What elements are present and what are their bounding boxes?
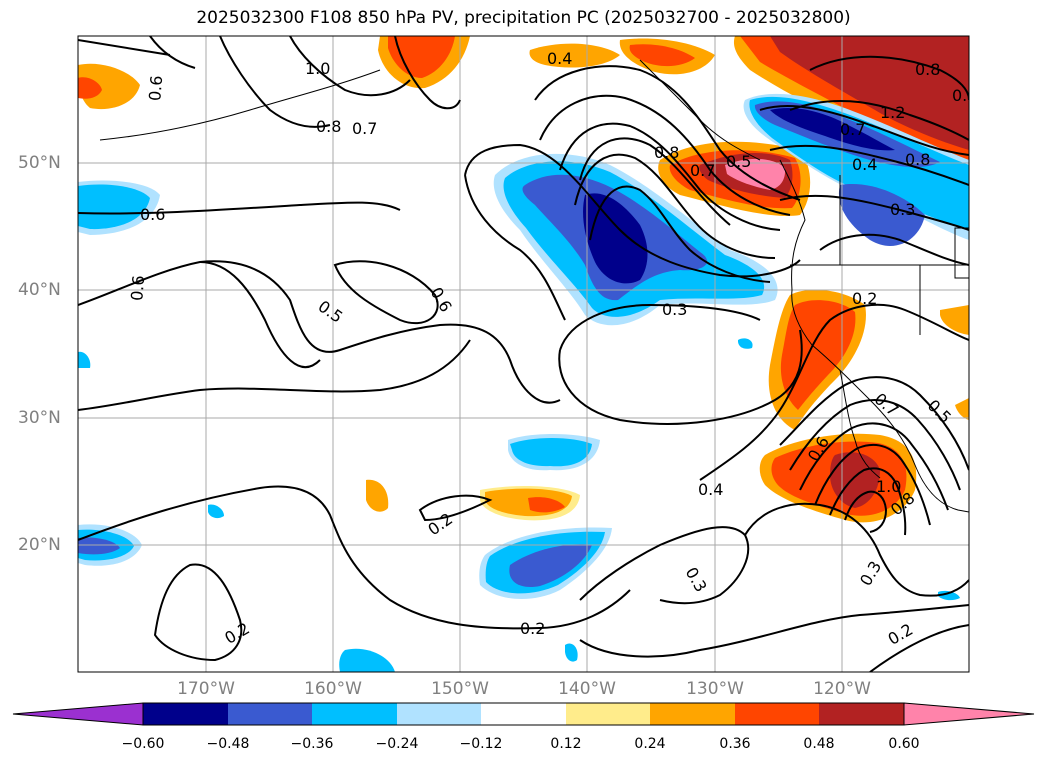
contour-label: 0.7 xyxy=(840,120,865,139)
map-frame xyxy=(77,35,970,673)
lat-label: 20°N xyxy=(18,535,61,555)
colorbar-tick-label: −0.60 xyxy=(121,736,165,752)
lat-label: 50°N xyxy=(18,153,61,173)
colorbar-tick-label: −0.36 xyxy=(290,736,334,752)
contour-label: 0.6 xyxy=(140,205,165,224)
contour-label: 0.1 xyxy=(952,86,977,105)
chart-title: 2025032300 F108 850 hPa PV, precipitatio… xyxy=(196,8,851,28)
colorbar-segment xyxy=(735,703,819,725)
colorbar-segment xyxy=(228,703,312,725)
contour-label: 0.4 xyxy=(698,480,723,499)
colorbar-segment xyxy=(650,703,735,725)
colorbar-segment xyxy=(481,703,566,725)
lon-label: 130°W xyxy=(686,679,744,699)
colorbar-segment xyxy=(312,703,397,725)
contour-label: 0.3 xyxy=(662,300,687,319)
colorbar xyxy=(12,702,1035,726)
pv-contours xyxy=(78,36,969,672)
colorbar-tick-label: 0.36 xyxy=(719,736,751,752)
contour-label: 0.8 xyxy=(654,143,679,162)
lon-label: 150°W xyxy=(431,679,489,699)
contour-label: 0.6 xyxy=(145,75,166,102)
colorbar-tick-label: −0.12 xyxy=(459,736,503,752)
colorbar-extend-min xyxy=(12,702,144,726)
colorbar-tick-label: −0.48 xyxy=(206,736,250,752)
colorbar-tick-label: −0.24 xyxy=(375,736,419,752)
lon-label: 120°W xyxy=(813,679,871,699)
contour-label: 0.6 xyxy=(127,275,148,302)
contour-label: 0.7 xyxy=(352,119,377,138)
colorbar-segment xyxy=(819,703,904,725)
colorbar-tick-label: 0.60 xyxy=(888,736,920,752)
lon-label: 160°W xyxy=(304,679,362,699)
map-panel: 0.6 1.0 0.8 0.7 0.4 0.8 0.7 0.5 1.2 0.8 … xyxy=(78,36,977,672)
lon-label: 170°W xyxy=(177,679,235,699)
contour-label: 0.5 xyxy=(726,152,751,171)
colorbar-segment xyxy=(143,703,228,725)
colorbar-segment xyxy=(397,703,481,725)
contour-label: 1.2 xyxy=(880,103,905,122)
colorbar-tick-label: 0.12 xyxy=(550,736,582,752)
contour-label: 0.3 xyxy=(890,200,915,219)
contour-label: 0.2 xyxy=(852,289,877,308)
colorbar-extend-max xyxy=(903,702,1035,726)
colorbar-segment xyxy=(566,703,650,725)
contour-label: 0.4 xyxy=(852,155,877,174)
lat-label: 30°N xyxy=(18,408,61,428)
precip-shading xyxy=(78,36,969,672)
contour-label: 0.8 xyxy=(905,150,930,169)
contour-label: 0.7 xyxy=(690,161,715,180)
lon-label: 140°W xyxy=(558,679,616,699)
colorbar-tick-label: 0.48 xyxy=(803,736,835,752)
contour-label: 0.8 xyxy=(316,117,341,136)
contour-label: 0.4 xyxy=(547,49,572,68)
contour-label: 1.0 xyxy=(305,59,330,78)
contour-label: 1.0 xyxy=(876,477,901,496)
contour-label: 0.2 xyxy=(520,619,545,638)
contour-label: 0.8 xyxy=(915,60,940,79)
lat-label: 40°N xyxy=(18,280,61,300)
colorbar-tick-label: 0.24 xyxy=(634,736,666,752)
